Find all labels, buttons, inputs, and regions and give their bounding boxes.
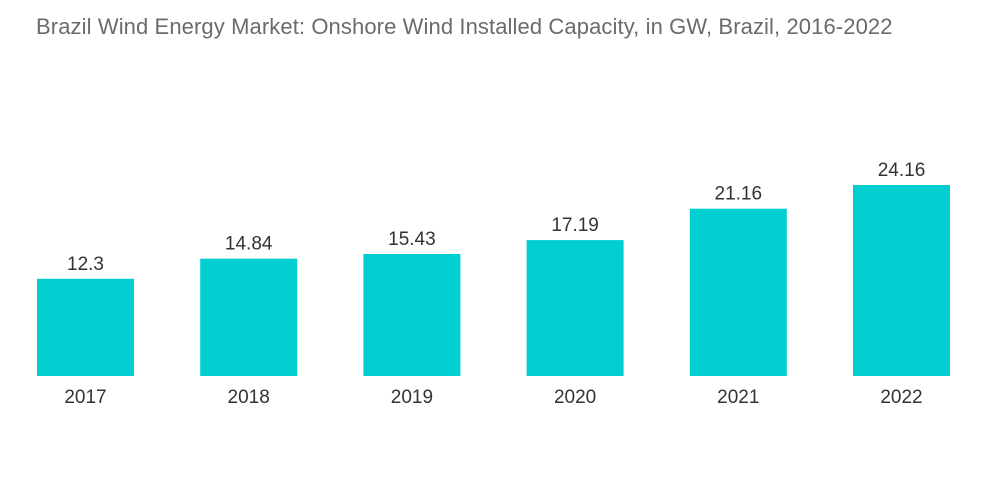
bar-2017 (37, 278, 134, 376)
bar-2020 (526, 240, 624, 376)
bar-2019 (363, 254, 461, 376)
x-tick-label-2022: 2022 (880, 387, 922, 408)
value-labels-layer: 12.3 14.84 15.43 17.19 21.16 24.16 (67, 160, 925, 275)
chart-title: Brazil Wind Energy Market: Onshore Wind … (36, 14, 893, 39)
x-tick-label-2019: 2019 (391, 387, 433, 408)
value-label-2017: 12.3 (67, 254, 104, 275)
bar-2018 (200, 258, 298, 376)
value-label-2019: 15.43 (388, 229, 436, 250)
bar-2021 (689, 208, 787, 376)
x-tick-label-2021: 2021 (717, 387, 759, 408)
value-label-2018: 14.84 (225, 234, 273, 255)
x-tick-label-2017: 2017 (64, 387, 106, 408)
x-tick-label-2018: 2018 (228, 387, 270, 408)
x-axis-tick-labels: 2017 2018 2019 2020 2021 2022 (64, 387, 922, 408)
x-tick-label-2020: 2020 (554, 387, 596, 408)
value-label-2021: 21.16 (715, 184, 763, 205)
bar-2022 (853, 185, 950, 376)
value-label-2020: 17.19 (551, 215, 599, 236)
value-label-2022: 24.16 (878, 160, 926, 181)
bars-layer (37, 185, 950, 376)
